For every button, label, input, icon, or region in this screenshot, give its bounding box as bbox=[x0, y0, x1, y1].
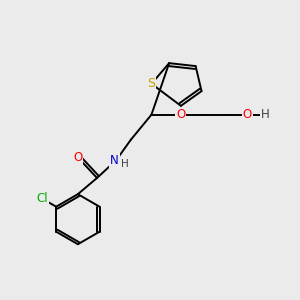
Text: O: O bbox=[176, 108, 185, 121]
Text: Cl: Cl bbox=[36, 192, 48, 205]
Text: H: H bbox=[121, 159, 128, 169]
Text: S: S bbox=[148, 77, 155, 90]
Text: O: O bbox=[73, 151, 83, 164]
Text: N: N bbox=[110, 154, 119, 167]
Text: H: H bbox=[260, 108, 269, 121]
Text: O: O bbox=[242, 108, 252, 121]
